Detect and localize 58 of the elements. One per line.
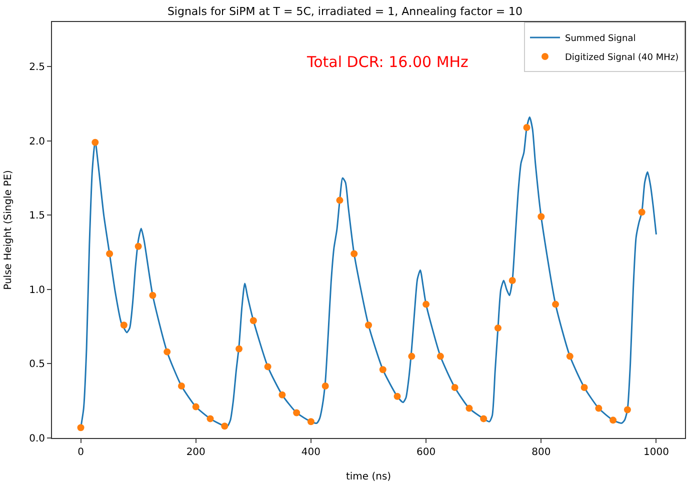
point: [164, 348, 171, 356]
point: [624, 406, 631, 414]
point: [595, 404, 602, 412]
point: [580, 384, 588, 391]
x-tick-label: 1000: [644, 447, 669, 458]
point: [293, 409, 300, 416]
point: [236, 345, 243, 352]
point: [365, 322, 372, 329]
point: [336, 196, 344, 204]
x-tick-label: 600: [416, 447, 436, 458]
point: [149, 292, 156, 299]
point: [436, 352, 444, 360]
x-axis-title: time (ns): [346, 472, 392, 482]
point: [379, 366, 386, 374]
point: [394, 392, 401, 400]
point: [307, 418, 314, 426]
point: [451, 384, 458, 391]
point: [638, 208, 646, 216]
point: [523, 124, 530, 131]
point: [92, 138, 99, 146]
y-tick-label: 2.5: [29, 62, 45, 74]
point: [350, 250, 358, 258]
y-tick-label: 0.0: [29, 434, 45, 444]
point: [278, 391, 286, 398]
legend-label: Summed Signal: [565, 34, 636, 44]
point: [120, 322, 128, 329]
y-tick-label: 0.5: [29, 359, 45, 370]
x-tick-label: 0: [78, 447, 84, 458]
point: [566, 352, 574, 360]
point: [552, 300, 560, 308]
point: [178, 382, 185, 390]
point: [77, 424, 84, 432]
point: [134, 242, 142, 250]
legend-label: Digitized Signal (40 MHz): [565, 53, 679, 64]
point: [422, 300, 430, 308]
point: [538, 213, 545, 220]
point: [106, 250, 114, 258]
point: [250, 317, 257, 324]
point: [508, 277, 516, 284]
x-tick-label: 800: [532, 447, 551, 458]
point: [610, 416, 617, 424]
point: [408, 352, 416, 360]
y-axis-title: Pulse Height (Single PE): [3, 170, 14, 290]
y-tick-label: 1.0: [29, 284, 45, 296]
point: [322, 382, 329, 390]
point: [466, 404, 473, 412]
point: [480, 415, 488, 422]
x-tick-label: 200: [186, 447, 206, 458]
y-tick-label: 2.0: [29, 136, 45, 148]
point: [206, 415, 214, 422]
point: [264, 363, 272, 370]
annotation: Total DCR: 16.00 MHz: [306, 53, 469, 71]
point: [494, 324, 502, 332]
x-tick-label: 400: [301, 447, 320, 458]
chart-title: Signals for SiPM at T = 5C, irradiated = 1, Annealing factor = 10: [167, 4, 523, 18]
y-tick-label: 1.5: [29, 210, 45, 222]
point: [221, 422, 228, 430]
point: [192, 403, 200, 410]
